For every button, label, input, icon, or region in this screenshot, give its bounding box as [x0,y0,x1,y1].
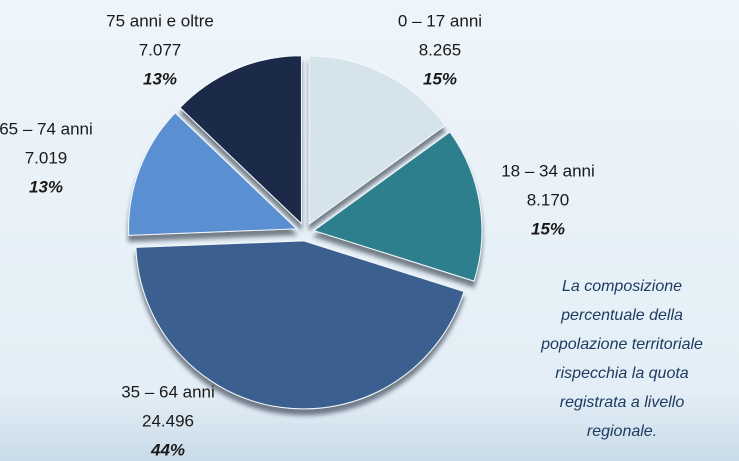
slice-label: 75 anni e oltre [106,11,214,30]
slice-value: 7.077 [139,40,182,59]
annotation: popolazione territoriale [540,336,703,353]
slice-value: 24.496 [142,411,194,430]
pie [128,55,483,410]
annotation: La composizione [562,278,682,295]
slice-percent: 15% [423,69,457,88]
slice-percent: 44% [150,440,185,459]
pie-slice [308,55,446,225]
slice-value: 8.265 [419,40,462,59]
slice-value: 8.170 [527,190,570,209]
pie-slice [135,240,465,410]
annotation: percentuale della [560,307,683,324]
annotation: rispecchia la quota [555,365,689,382]
slice-percent: 13% [143,69,177,88]
slice-percent: 15% [531,219,565,238]
slice-label: 65 – 74 anni [0,119,93,138]
slice-label: 18 – 34 anni [501,161,595,180]
slice-label: 35 – 64 anni [121,382,215,401]
pie-slice [128,112,298,236]
slice-percent: 13% [29,177,63,196]
pie-slice [312,131,483,282]
annotation: regionale. [587,423,657,440]
slice-value: 7.019 [25,148,68,167]
slice-label: 0 – 17 anni [398,11,482,30]
annotation: registrata a livello [560,394,685,411]
pie-slice [179,55,302,225]
